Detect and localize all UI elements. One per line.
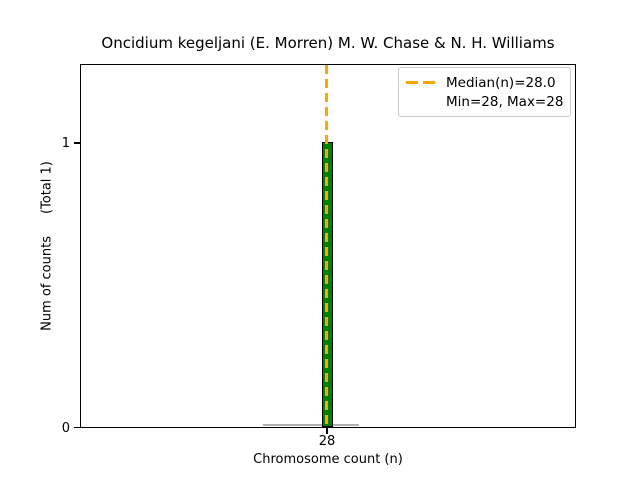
y-axis-label-total: (Total 1) <box>39 161 55 215</box>
median-dashed-line <box>325 65 328 427</box>
plot-area <box>80 64 576 428</box>
x-tick-mark-28 <box>326 428 328 434</box>
legend-entry-median: Median(n)=28.0 <box>406 73 564 92</box>
legend-minmax-label: Min=28, Max=28 <box>446 93 564 110</box>
zero-height-bins-line <box>263 424 359 426</box>
y-tick-mark-1 <box>74 142 80 144</box>
y-tick-label-0: 0 <box>61 420 70 436</box>
chart-title: Oncidium kegeljani (E. Morren) M. W. Cha… <box>101 34 555 52</box>
y-tick-mark-0 <box>74 426 80 429</box>
x-tick-label-28: 28 <box>318 434 336 449</box>
legend-sample-spacer <box>406 100 437 103</box>
legend-box: Median(n)=28.0 Min=28, Max=28 <box>398 67 571 117</box>
y-axis-label: Num of counts (Total 1) <box>40 161 55 331</box>
plot-inner <box>81 65 575 427</box>
legend-entry-minmax: Min=28, Max=28 <box>406 92 564 111</box>
y-axis-label-main: Num of counts <box>39 236 55 331</box>
x-axis-label: Chromosome count (n) <box>253 452 403 467</box>
median-dash-sample-icon <box>406 81 437 84</box>
legend-median-label: Median(n)=28.0 <box>446 74 556 91</box>
y-tick-label-1: 1 <box>61 135 70 151</box>
